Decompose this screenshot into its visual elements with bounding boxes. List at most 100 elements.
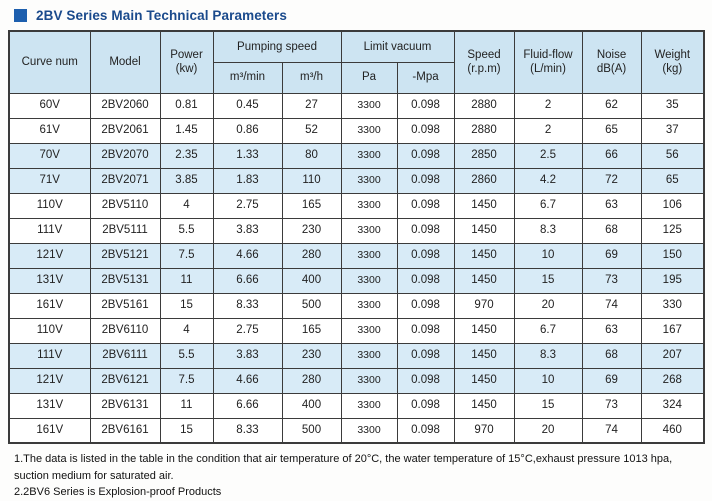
cell-curve-num: 111V <box>8 217 91 244</box>
cell-pa: 3300 <box>340 242 398 269</box>
table-row: 131V 2BV6131 11 6.66 400 3300 0.098 1450… <box>8 392 705 419</box>
cell-mpa: 0.098 <box>396 392 455 419</box>
cell-fluid-flow: 8.3 <box>513 217 583 244</box>
cell-model: 2BV2061 <box>89 117 161 144</box>
cell-speed: 970 <box>453 417 515 444</box>
col-header-fluid-flow: Fluid-flow (L/min) <box>513 30 583 94</box>
cell-m3-min: 6.66 <box>212 267 283 294</box>
table-row: 60V 2BV2060 0.81 0.45 27 3300 0.098 2880… <box>8 92 705 119</box>
cell-noise: 69 <box>581 367 642 394</box>
cell-model: 2BV6121 <box>89 367 161 394</box>
cell-power: 2.35 <box>159 142 214 169</box>
col-header-fluid-flow-line1: Fluid-flow <box>523 48 573 61</box>
cell-noise: 73 <box>581 267 642 294</box>
cell-m3-h: 280 <box>281 242 342 269</box>
section-title-bar: 2BV Series Main Technical Parameters <box>14 8 704 23</box>
cell-mpa: 0.098 <box>396 317 455 344</box>
cell-power: 5.5 <box>159 342 214 369</box>
cell-curve-num: 61V <box>8 117 91 144</box>
cell-power: 3.85 <box>159 167 214 194</box>
cell-curve-num: 110V <box>8 192 91 219</box>
cell-fluid-flow: 8.3 <box>513 342 583 369</box>
cell-model: 2BV6111 <box>89 342 161 369</box>
cell-model: 2BV2071 <box>89 167 161 194</box>
cell-mpa: 0.098 <box>396 417 455 444</box>
cell-m3-h: 280 <box>281 367 342 394</box>
cell-mpa: 0.098 <box>396 92 455 119</box>
cell-weight: 150 <box>640 242 705 269</box>
cell-m3-h: 230 <box>281 217 342 244</box>
table-header: Curve num Model Power (kw) Pumping speed… <box>8 30 705 94</box>
cell-speed: 2880 <box>453 92 515 119</box>
cell-power: 1.45 <box>159 117 214 144</box>
cell-m3-min: 1.83 <box>212 167 283 194</box>
cell-noise: 63 <box>581 317 642 344</box>
table-row: 161V 2BV6161 15 8.33 500 3300 0.098 970 … <box>8 417 705 444</box>
cell-pa: 3300 <box>340 292 398 319</box>
col-header-noise-line2: dB(A) <box>596 63 627 76</box>
cell-model: 2BV5111 <box>89 217 161 244</box>
table-row: 110V 2BV5110 4 2.75 165 3300 0.098 1450 … <box>8 192 705 219</box>
cell-speed: 1450 <box>453 367 515 394</box>
page-title: 2BV Series Main Technical Parameters <box>36 8 287 23</box>
cell-fluid-flow: 15 <box>513 392 583 419</box>
col-header-power-line1: Power <box>170 48 203 61</box>
cell-pa: 3300 <box>340 342 398 369</box>
cell-noise: 68 <box>581 342 642 369</box>
cell-model: 2BV6110 <box>89 317 161 344</box>
col-header-fluid-flow-line2: (L/min) <box>530 63 566 76</box>
table-row: 131V 2BV5131 11 6.66 400 3300 0.098 1450… <box>8 267 705 294</box>
cell-m3-h: 80 <box>281 142 342 169</box>
table-row: 61V 2BV2061 1.45 0.86 52 3300 0.098 2880… <box>8 117 705 144</box>
cell-speed: 2860 <box>453 167 515 194</box>
cell-noise: 69 <box>581 242 642 269</box>
cell-fluid-flow: 15 <box>513 267 583 294</box>
cell-fluid-flow: 4.2 <box>513 167 583 194</box>
cell-fluid-flow: 6.7 <box>513 317 583 344</box>
cell-model: 2BV2070 <box>89 142 161 169</box>
cell-noise: 74 <box>581 292 642 319</box>
cell-pa: 3300 <box>340 142 398 169</box>
cell-weight: 37 <box>640 117 705 144</box>
cell-fluid-flow: 2 <box>513 92 583 119</box>
cell-mpa: 0.098 <box>396 167 455 194</box>
cell-m3-min: 4.66 <box>212 242 283 269</box>
cell-mpa: 0.098 <box>396 142 455 169</box>
cell-pa: 3300 <box>340 92 398 119</box>
col-header-weight-line2: (kg) <box>662 63 683 76</box>
cell-curve-num: 110V <box>8 317 91 344</box>
cell-m3-h: 165 <box>281 192 342 219</box>
cell-noise: 74 <box>581 417 642 444</box>
cell-weight: 324 <box>640 392 705 419</box>
cell-m3-h: 500 <box>281 292 342 319</box>
cell-m3-min: 4.66 <box>212 367 283 394</box>
cell-power: 4 <box>159 192 214 219</box>
cell-noise: 72 <box>581 167 642 194</box>
table-row: 121V 2BV5121 7.5 4.66 280 3300 0.098 145… <box>8 242 705 269</box>
cell-noise: 73 <box>581 392 642 419</box>
cell-m3-min: 2.75 <box>212 192 283 219</box>
cell-fluid-flow: 10 <box>513 242 583 269</box>
cell-weight: 125 <box>640 217 705 244</box>
table-row: 70V 2BV2070 2.35 1.33 80 3300 0.098 2850… <box>8 142 705 169</box>
col-header-pa: Pa <box>340 61 398 94</box>
cell-curve-num: 161V <box>8 292 91 319</box>
cell-model: 2BV5121 <box>89 242 161 269</box>
col-header-speed-line1: Speed <box>467 48 501 61</box>
cell-curve-num: 121V <box>8 367 91 394</box>
cell-m3-min: 6.66 <box>212 392 283 419</box>
col-header-speed-line2: (r.p.m) <box>467 63 501 76</box>
cell-weight: 330 <box>640 292 705 319</box>
cell-pa: 3300 <box>340 367 398 394</box>
cell-weight: 268 <box>640 367 705 394</box>
cell-weight: 106 <box>640 192 705 219</box>
cell-m3-min: 1.33 <box>212 142 283 169</box>
cell-mpa: 0.098 <box>396 367 455 394</box>
cell-power: 7.5 <box>159 367 214 394</box>
cell-speed: 1450 <box>453 242 515 269</box>
cell-model: 2BV6131 <box>89 392 161 419</box>
cell-curve-num: 131V <box>8 392 91 419</box>
parameters-table: Curve num Model Power (kw) Pumping speed… <box>8 30 706 444</box>
cell-speed: 1450 <box>453 267 515 294</box>
